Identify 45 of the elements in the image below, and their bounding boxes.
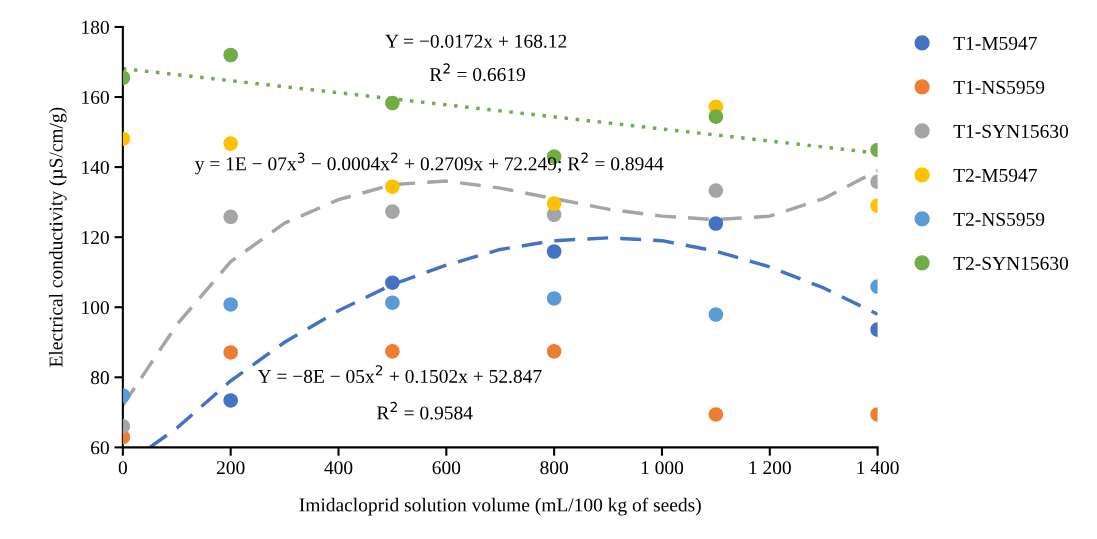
x-tick-label: 200 [216,461,245,475]
point [385,95,400,111]
x-tick-label: 1 000 [641,461,684,475]
y-tick-label: 160 [82,90,109,104]
y-tick-label: 140 [82,160,109,175]
x-tick-label: 600 [432,461,461,475]
y-tick-label: 180 [82,20,109,34]
point [546,344,562,359]
legend-label: T2-NS5959 [953,212,1045,226]
point [546,196,562,211]
x-tick-label: 1 200 [749,461,791,475]
point [385,179,400,194]
annotation: Y = −0.0172x + 168.12 [385,34,567,48]
y-tick-label: 100 [82,301,109,315]
annotation: R$^{2}$ = 0.9584 [377,401,473,420]
y-axis-title: Electrical conductivity (µS/cm/g) [48,107,67,367]
legend-label: T1-SYN15630 [953,124,1069,138]
x-tick-label: 400 [324,461,353,475]
legend-label: T2-SYN15630 [953,256,1069,270]
y-tick-label: 80 [90,371,109,385]
x-tick-label: 800 [540,461,568,475]
x-tick-label: 1 400 [857,461,899,475]
point [223,209,238,225]
point [385,295,400,310]
x-axis-title: Imidacloprid solution volume (mL/100 kg of seeds) [299,497,701,516]
annotation: R$^{2}$ = 0.6619 [429,63,525,82]
point [385,275,400,290]
point [223,393,238,408]
point [223,345,238,360]
legend-label: T1-M5947 [953,36,1037,50]
annotation: y = 1E − 07x$^{3}$ − 0.0004x$^{2}$ + 0.2709x + 72.249; R$^{2}$ = 0.8944 [195,152,664,175]
y-tick-label: 120 [82,230,109,245]
point [385,344,400,359]
x-tick-label: 0 [118,461,127,475]
point [223,297,238,312]
point [546,244,562,259]
point [223,136,238,151]
point [223,47,238,63]
y-tick-label: 60 [91,441,109,455]
line-series [148,236,878,448]
point [546,291,562,306]
point [385,204,400,219]
legend-label: T1-NS5959 [953,80,1045,94]
legend-label: T2-M5947 [953,168,1037,182]
annotation: Y = −8E − 05x$^{2}$ + 0.1502x + 52.847 [257,365,542,384]
